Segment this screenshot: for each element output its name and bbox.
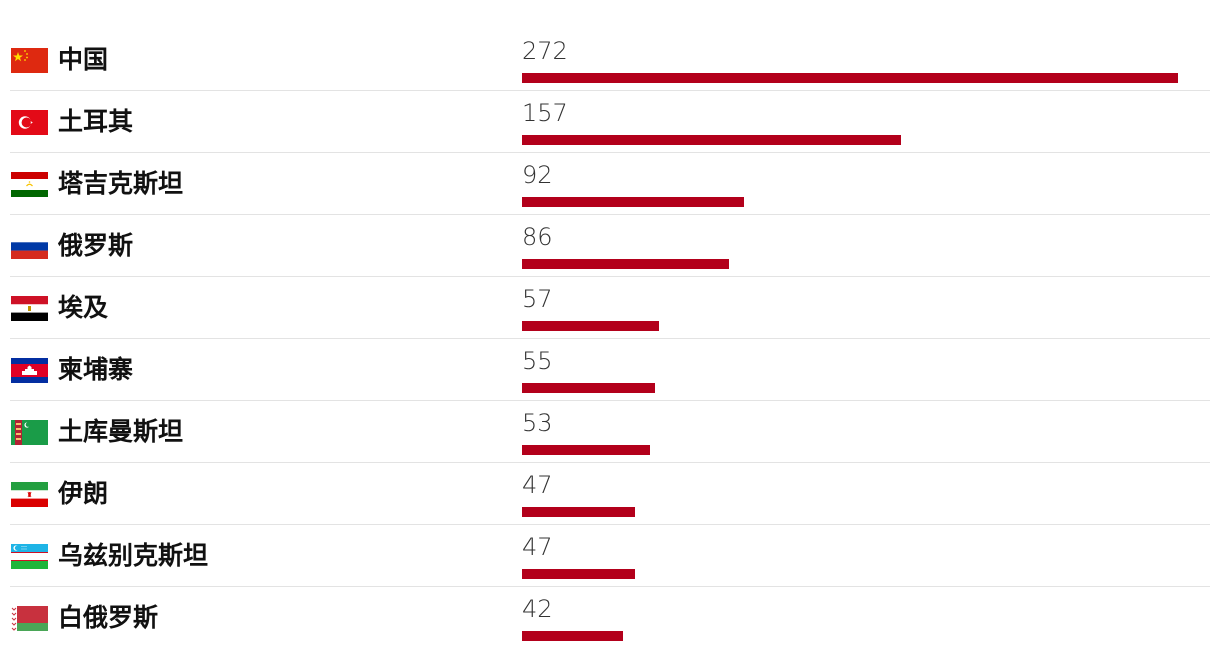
row-divider xyxy=(10,462,1210,463)
uzbekistan-flag-icon xyxy=(11,544,48,569)
category-label: 埃及 xyxy=(58,293,109,322)
chart-row: 白俄罗斯 42 xyxy=(0,587,1220,649)
egypt-flag-icon xyxy=(11,296,48,321)
chart-row: 伊朗 47 xyxy=(0,463,1220,525)
row-divider xyxy=(10,586,1210,587)
category-label: 白俄罗斯 xyxy=(58,603,159,632)
bar xyxy=(522,321,659,331)
bar xyxy=(522,631,623,641)
category-label: 土库曼斯坦 xyxy=(58,417,184,446)
data-label: 92 xyxy=(522,161,553,189)
category-label: 俄罗斯 xyxy=(58,231,134,260)
row-divider xyxy=(10,214,1210,215)
data-label: 42 xyxy=(522,595,553,623)
row-divider xyxy=(10,90,1210,91)
bar xyxy=(522,135,901,145)
chart-row: 土库曼斯坦 53 xyxy=(0,401,1220,463)
bar xyxy=(522,197,744,207)
category-label: 塔吉克斯坦 xyxy=(58,169,184,198)
bar xyxy=(522,507,635,517)
turkey-flag-icon xyxy=(11,110,48,135)
bar xyxy=(522,73,1178,83)
belarus-flag-icon xyxy=(11,606,48,631)
data-label: 86 xyxy=(522,223,553,251)
chart-row: 埃及 57 xyxy=(0,277,1220,339)
row-divider xyxy=(10,338,1210,339)
data-label: 272 xyxy=(522,37,568,65)
category-label: 柬埔寨 xyxy=(58,355,134,384)
chart-row: 俄罗斯 86 xyxy=(0,215,1220,277)
bar xyxy=(522,259,729,269)
category-label: 中国 xyxy=(58,45,109,74)
bar xyxy=(522,445,650,455)
row-divider xyxy=(10,524,1210,525)
row-divider xyxy=(10,276,1210,277)
row-divider xyxy=(10,400,1210,401)
cambodia-flag-icon xyxy=(11,358,48,383)
data-label: 157 xyxy=(522,99,568,127)
row-divider xyxy=(10,152,1210,153)
bar xyxy=(522,383,655,393)
category-label: 乌兹别克斯坦 xyxy=(58,541,209,570)
chart-row: 柬埔寨 55 xyxy=(0,339,1220,401)
tajikistan-flag-icon xyxy=(11,172,48,197)
chart-row: 土耳其 157 xyxy=(0,91,1220,153)
data-label: 47 xyxy=(522,471,553,499)
category-label: 伊朗 xyxy=(58,479,109,508)
russia-flag-icon xyxy=(11,234,48,259)
data-label: 57 xyxy=(522,285,553,313)
china-flag-icon xyxy=(11,48,48,73)
bar xyxy=(522,569,635,579)
turkmenistan-flag-icon xyxy=(11,420,48,445)
chart-row: 乌兹别克斯坦 47 xyxy=(0,525,1220,587)
chart-row: 中国 272 xyxy=(0,29,1220,91)
iran-flag-icon xyxy=(11,482,48,507)
category-label: 土耳其 xyxy=(58,107,134,136)
data-label: 53 xyxy=(522,409,553,437)
data-label: 47 xyxy=(522,533,553,561)
data-label: 55 xyxy=(522,347,553,375)
chart-row: 塔吉克斯坦 92 xyxy=(0,153,1220,215)
